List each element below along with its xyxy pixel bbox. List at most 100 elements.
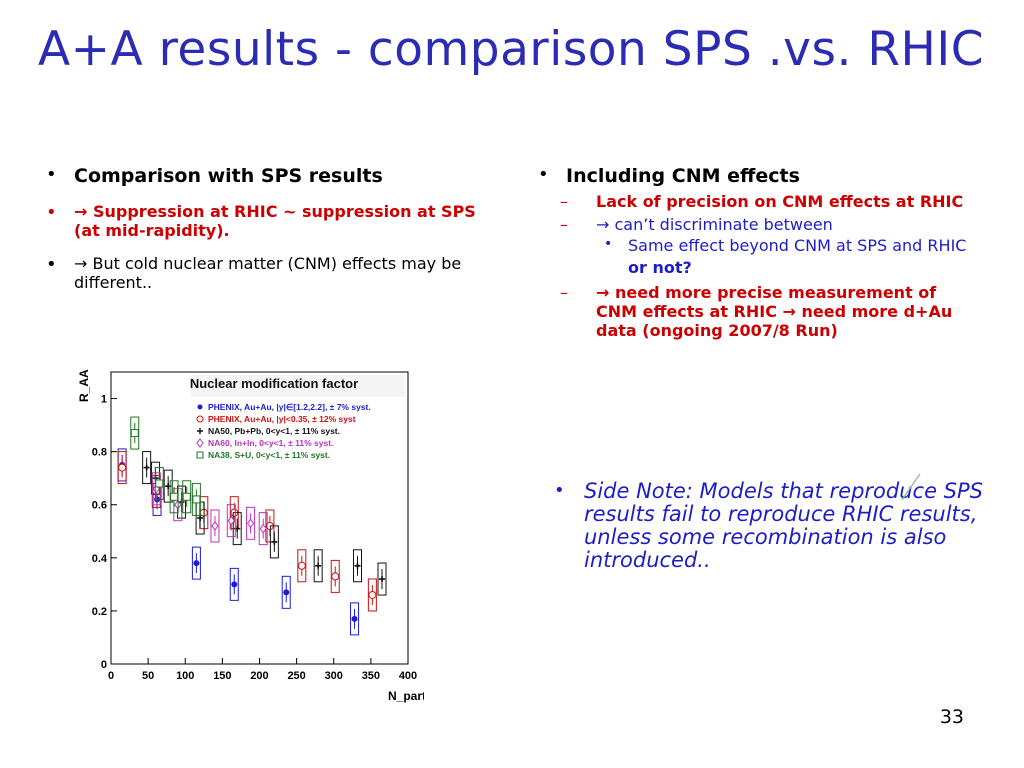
syst-box <box>229 567 239 601</box>
side-note: • Side Note: Models that reproduce SPS r… <box>554 480 994 572</box>
legend-entry: NA50, Pb+Pb, 0<y<1, ± 11% syst. <box>208 426 340 436</box>
y-tick-label: 0 <box>101 659 107 671</box>
or-not-text: or not? <box>628 258 692 277</box>
data-point <box>193 560 200 567</box>
left-column: • Comparison with SPS results • → Suppre… <box>46 164 486 306</box>
bullet-dot: • <box>538 164 549 185</box>
bullet-text: → But cold nuclear matter (CNM) effects … <box>74 254 462 292</box>
checkmark-doodle-icon <box>901 473 921 501</box>
side-note-text: Side Note: Models that reproduce SPS res… <box>584 479 984 572</box>
y-tick-label: 1 <box>101 394 107 406</box>
data-point <box>297 561 306 570</box>
dash-marker: – <box>560 283 568 302</box>
x-axis-label: N_part <box>388 689 424 703</box>
sub-sub-bullet-same-effect: • Same effect beyond CNM at SPS and RHIC <box>604 236 978 255</box>
y-tick-label: 0.2 <box>92 606 107 618</box>
bullet-comparison: • Comparison with SPS results <box>46 164 486 188</box>
dash-marker: – <box>560 192 568 211</box>
syst-box <box>210 509 220 543</box>
syst-box <box>246 506 256 540</box>
data-point <box>271 538 278 545</box>
x-tick-label: 0 <box>108 670 114 682</box>
sub-sub-bullet-text: Same effect beyond CNM at SPS and RHIC <box>628 236 967 255</box>
x-tick-label: 300 <box>325 670 343 682</box>
data-point <box>351 615 358 622</box>
data-point <box>143 464 150 471</box>
data-point <box>211 521 219 531</box>
bullet-text: Including CNM effects <box>566 165 800 187</box>
bullet-dot: • <box>554 480 565 501</box>
data-point <box>315 562 322 569</box>
raa-chart: 0 50 100 150 200 250 300 350 400 0 0.2 0.4 0.6 0.8 1 N_… <box>77 369 424 703</box>
bullet-cnm: • → But cold nuclear matter (CNM) effect… <box>46 254 486 292</box>
bullet-dot: • <box>604 236 613 252</box>
data-point <box>379 576 386 583</box>
page-number: 33 <box>939 706 964 728</box>
data-point <box>354 562 361 569</box>
chart-axes: 0 50 100 150 200 250 300 350 400 0 0.2 0.4 0.6 0.8 1 N_… <box>77 369 424 703</box>
data-point <box>197 515 204 521</box>
bullet-text: → Suppression at RHIC ~ suppression at S… <box>74 202 476 240</box>
data-point <box>182 492 191 501</box>
syst-box <box>269 525 279 559</box>
syst-box <box>350 602 360 636</box>
data-point <box>170 492 179 501</box>
sub-bullet-precision: – Lack of precision on CNM effects at RH… <box>560 192 978 211</box>
syst-box <box>226 504 236 538</box>
data-point <box>283 589 290 596</box>
data-point <box>231 581 238 588</box>
chart-marks <box>117 416 387 636</box>
syst-box <box>281 575 291 609</box>
sub-bullet-measurement: – → need more precise measurement of CNM… <box>560 283 978 340</box>
syst-box <box>377 562 387 596</box>
slide-title: A+A results - comparison SPS .vs. RHIC <box>38 22 985 77</box>
legend-marker <box>196 438 204 448</box>
legend-entry: NA38, S+U, 0<y<1, ± 11% syst. <box>208 450 330 460</box>
syst-box <box>191 546 201 580</box>
dash-marker: – <box>560 215 568 234</box>
syst-box <box>163 469 173 503</box>
legend-entry: PHENIX, Au+Au, |y|∈[1.2,2.2], ± 7% syst. <box>208 402 371 412</box>
legend-marker <box>197 404 203 410</box>
bullet-text: Comparison with SPS results <box>74 165 383 187</box>
sub-bullet-discriminate: – → can’t discriminate between <box>560 215 978 234</box>
chart-legend: PHENIX, Au+Au, |y|∈[1.2,2.2], ± 7% syst.… <box>196 402 371 460</box>
y-tick-label: 0.4 <box>92 553 108 565</box>
legend-marker <box>196 415 204 423</box>
y-tick-label: 0.8 <box>92 447 107 459</box>
sub-bullet-text: → need more precise measurement of CNM e… <box>596 283 953 340</box>
data-point <box>155 479 164 488</box>
data-point <box>192 495 201 504</box>
data-point <box>118 463 127 472</box>
legend-marker <box>197 428 203 434</box>
bullet-cnm-effects: • Including CNM effects <box>538 164 978 188</box>
data-point <box>227 515 235 526</box>
x-tick-label: 150 <box>213 670 231 682</box>
legend-entry: NA60, In+In, 0<y<1, ± 11% syst. <box>208 438 333 448</box>
legend-marker <box>196 451 204 459</box>
bullet-dot: • <box>46 164 57 185</box>
x-tick-label: 50 <box>142 670 154 682</box>
bullet-dot: • <box>46 202 57 223</box>
data-point <box>130 429 139 438</box>
x-tick-label: 100 <box>176 670 194 682</box>
syst-box <box>232 512 242 546</box>
syst-box <box>258 512 268 546</box>
syst-box <box>151 472 161 506</box>
right-column: • Including CNM effects – Lack of precis… <box>538 164 978 340</box>
title-box <box>191 375 405 397</box>
data-point <box>246 518 255 529</box>
x-tick-label: 400 <box>399 670 417 682</box>
sub-bullet-text: Lack of precision on CNM effects at RHIC <box>596 192 964 211</box>
syst-box <box>313 549 323 583</box>
data-point <box>331 572 340 581</box>
bullet-suppression: • → Suppression at RHIC ~ suppression at… <box>46 202 486 240</box>
syst-box <box>142 451 152 485</box>
x-tick-label: 250 <box>287 670 305 682</box>
chart-title: Nuclear modification factor <box>190 376 358 391</box>
legend-entry: PHENIX, Au+Au, |y|<0.35, ± 12% syst <box>208 414 356 424</box>
y-tick-label: 0.6 <box>92 500 107 512</box>
bullet-dot: • <box>46 254 57 275</box>
y-axis-label: R_AA <box>77 369 91 402</box>
syst-box <box>353 549 363 583</box>
